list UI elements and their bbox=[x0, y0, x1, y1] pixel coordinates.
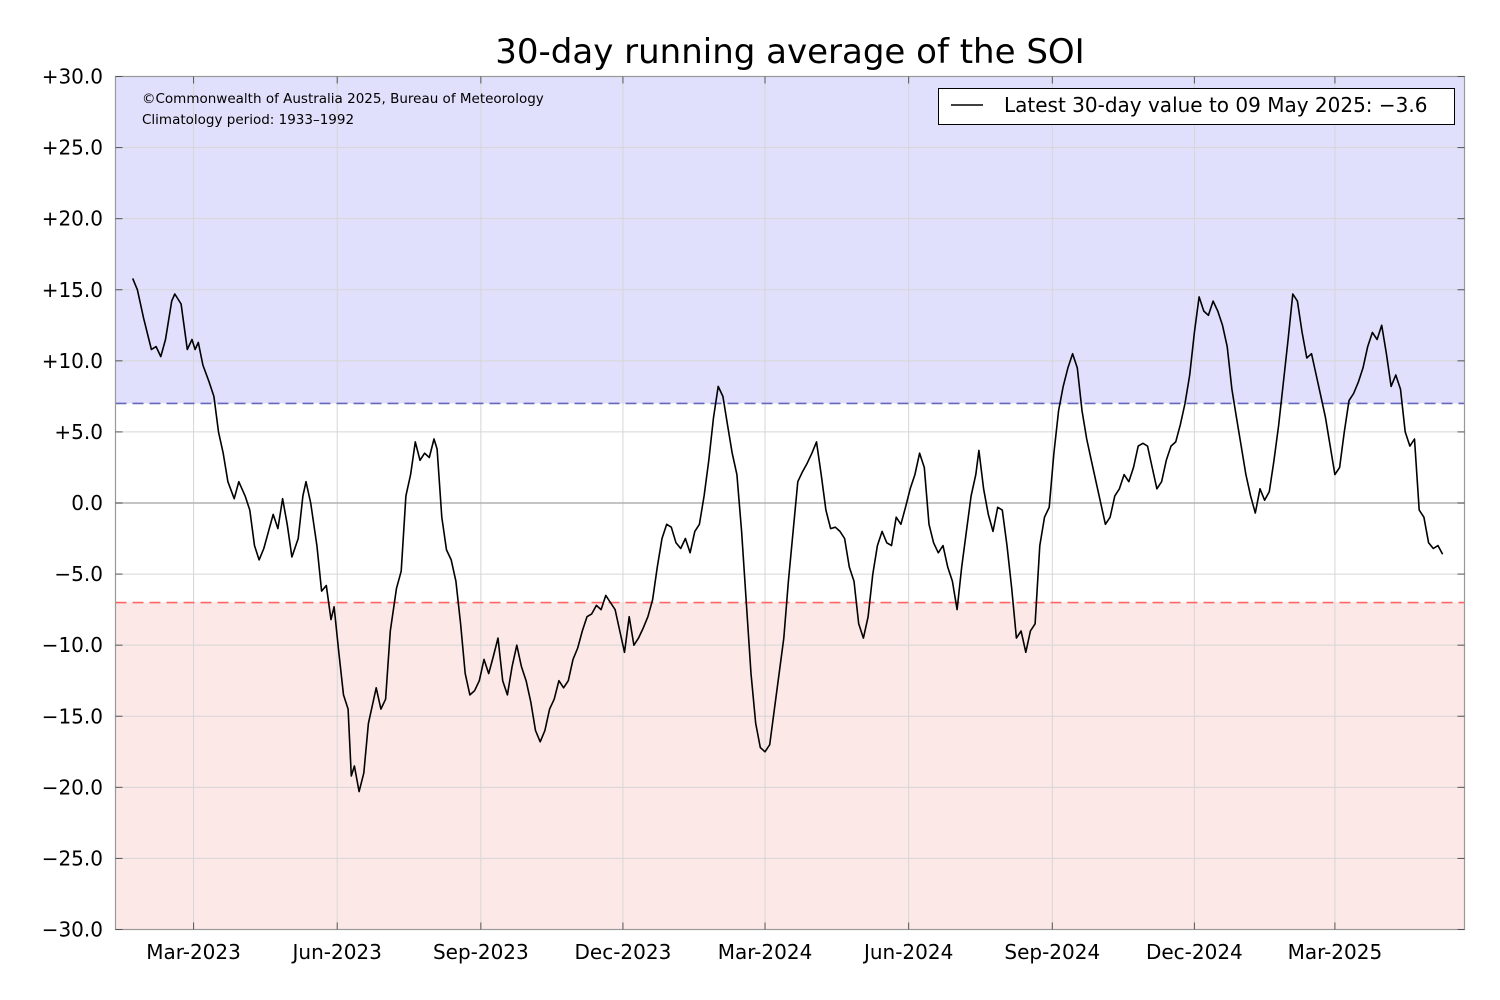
y-tick-label: −20.0 bbox=[42, 775, 103, 799]
y-tick-label: 0.0 bbox=[71, 491, 103, 515]
chart-title: 30-day running average of the SOI bbox=[495, 32, 1084, 72]
x-tick-label: Mar-2024 bbox=[718, 940, 813, 964]
legend-box bbox=[938, 88, 1455, 125]
y-tick-label: −10.0 bbox=[42, 633, 103, 657]
y-tick-label: −30.0 bbox=[42, 918, 103, 942]
positive-band bbox=[115, 76, 1465, 404]
y-tick-label: +10.0 bbox=[42, 349, 103, 373]
y-tick-labels: +30.0 +25.0 +20.0 +15.0 +10.0 +5.0 0.0 −5.0 −10.… bbox=[42, 65, 103, 942]
y-tick-label: +5.0 bbox=[54, 420, 103, 444]
ticks-layer bbox=[115, 76, 1465, 930]
threshold-layer bbox=[115, 402, 1465, 604]
y-tick-label: +30.0 bbox=[42, 65, 103, 89]
y-tick-label: +20.0 bbox=[42, 207, 103, 231]
copyright-note: ©Commonwealth of Australia 2025, Bureau … bbox=[142, 91, 544, 107]
y-tick-label: +25.0 bbox=[42, 136, 103, 160]
legend-label: Latest 30-day value to 09 May 2025: −3.6 bbox=[1004, 93, 1427, 117]
climatology-note: Climatology period: 1933–1992 bbox=[142, 112, 354, 128]
x-tick-label: Mar-2023 bbox=[146, 940, 241, 964]
x-tick-label: Jun-2023 bbox=[291, 940, 382, 964]
x-tick-label: Mar-2025 bbox=[1288, 940, 1383, 964]
x-tick-label: Dec-2024 bbox=[1146, 940, 1243, 964]
negative-band bbox=[115, 602, 1465, 930]
bands-layer bbox=[115, 76, 1465, 930]
y-tick-label: +15.0 bbox=[42, 278, 103, 302]
x-tick-label: Dec-2023 bbox=[575, 940, 672, 964]
y-tick-label: −25.0 bbox=[42, 846, 103, 870]
x-tick-label: Sep-2023 bbox=[433, 940, 529, 964]
x-tick-label: Sep-2024 bbox=[1004, 940, 1100, 964]
soi-series-line bbox=[131, 278, 1444, 793]
x-tick-labels: Mar-2023 Jun-2023 Sep-2023 Dec-2023 Mar-2024… bbox=[146, 940, 1382, 964]
y-tick-label: −15.0 bbox=[42, 704, 103, 728]
x-tick-label: Jun-2024 bbox=[862, 940, 953, 964]
series-layer bbox=[131, 278, 1444, 793]
y-tick-label: −5.0 bbox=[54, 562, 103, 586]
legend: Latest 30-day value to 09 May 2025: −3.6 bbox=[938, 88, 1455, 125]
